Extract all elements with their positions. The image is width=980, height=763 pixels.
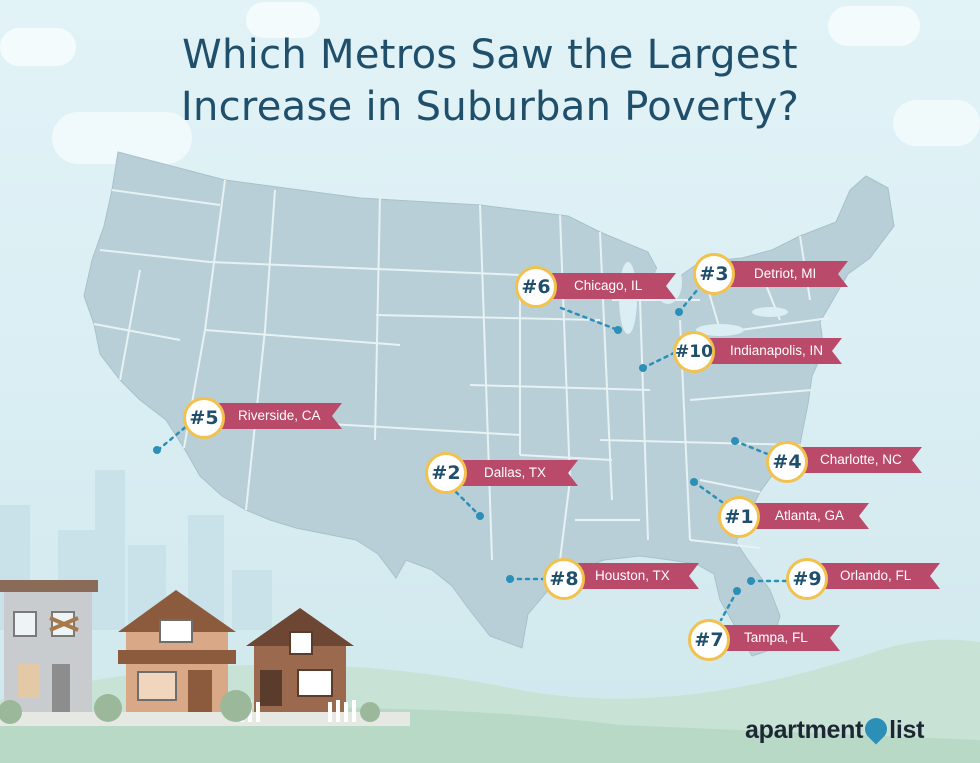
rank-badge-4: #4 xyxy=(766,441,808,483)
rank-badge-7: #7 xyxy=(688,619,730,661)
city-label-detroit: Detriot, MI xyxy=(724,261,848,287)
rank-badge-2: #2 xyxy=(425,452,467,494)
page-title-line-2: Increase in Suburban Poverty? xyxy=(180,84,800,130)
rank-badge-6: #6 xyxy=(515,266,557,308)
rank-badge-10: #10 xyxy=(673,331,715,373)
city-label-charlotte: Charlotte, NC xyxy=(790,447,922,473)
city-label-dallas: Dallas, TX xyxy=(454,460,578,486)
city-label-atlanta: Atlanta, GA xyxy=(745,503,869,529)
tan-house xyxy=(118,590,236,712)
rank-badge-5: #5 xyxy=(183,397,225,439)
city-label-tampa: Tampa, FL xyxy=(714,625,840,651)
rank-badge-8: #8 xyxy=(543,558,585,600)
apartment-list-logo: apartment list xyxy=(745,713,925,745)
abandoned-house xyxy=(0,580,98,712)
cloud xyxy=(246,2,320,38)
rank-badge-9: #9 xyxy=(786,558,828,600)
location-dot xyxy=(639,364,647,372)
brown-house xyxy=(246,608,354,712)
sidewalk xyxy=(0,712,410,726)
location-dot xyxy=(690,478,698,486)
cloud xyxy=(0,28,76,66)
location-dot xyxy=(506,575,514,583)
city-label-orlando: Orlando, FL xyxy=(810,563,940,589)
page-title-line-1: Which Metros Saw the Largest xyxy=(182,32,798,78)
location-dot xyxy=(733,587,741,595)
rank-badge-3: #3 xyxy=(693,253,735,295)
rank-badge-1: #1 xyxy=(718,496,760,538)
location-dot xyxy=(731,437,739,445)
location-dot xyxy=(614,326,622,334)
location-dot xyxy=(153,446,161,454)
location-dot xyxy=(675,308,683,316)
cloud xyxy=(893,100,980,146)
location-dot xyxy=(747,577,755,585)
cloud xyxy=(828,6,920,46)
us-map-shape xyxy=(83,151,895,657)
city-label-chicago: Chicago, IL xyxy=(544,273,676,299)
brand-name-left: apartment xyxy=(745,716,864,744)
location-dot xyxy=(476,512,484,520)
city-label-riverside: Riverside, CA xyxy=(208,403,342,429)
city-label-houston: Houston, TX xyxy=(565,563,699,589)
bushes xyxy=(0,690,380,724)
brand-name-right: list xyxy=(889,716,925,744)
city-label-indianapolis: Indianapolis, IN xyxy=(700,338,842,364)
location-pin-icon xyxy=(860,713,892,745)
